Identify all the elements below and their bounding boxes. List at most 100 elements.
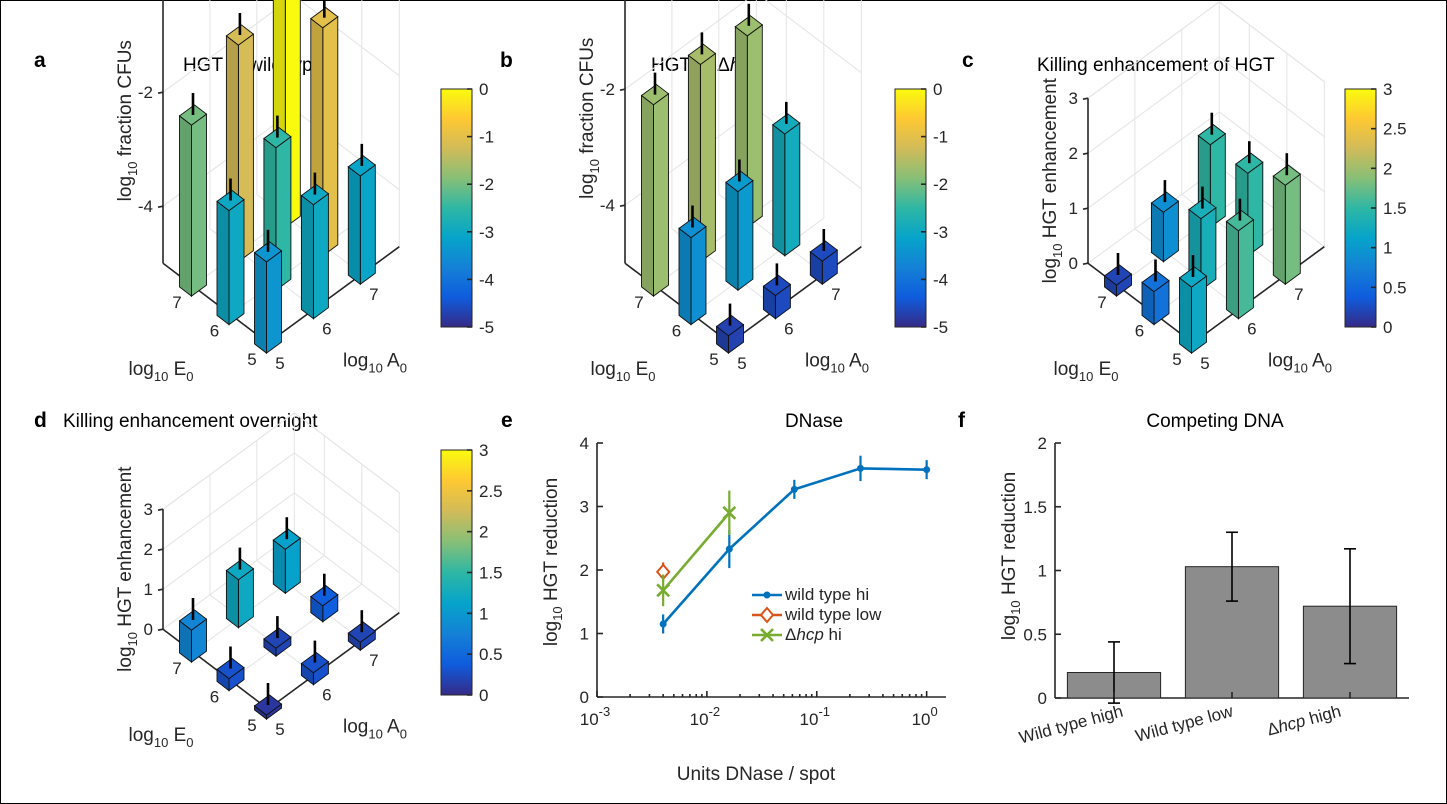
z-axis-label: log10 HGT enhancement [115,466,140,672]
panel-d-axes: 0 1 2 3 5 6 7 5 6 7 log10 E0 log10 A0 log10 HGT enha… [115,466,407,750]
panel-a-bars [178,0,377,355]
data-point [856,464,864,472]
a0-tick-label: 5 [275,720,284,739]
panel-a-bar3d: 0 -2 -4 5 6 7 5 6 7 log10 E0 log10 A0 log10 fractio… [115,0,494,384]
legend-label-wild-type-low: wild type low [784,605,882,624]
bar-face [653,92,669,297]
a0-axis-label: log10 A0 [805,350,869,375]
bar3d [1141,259,1170,326]
bar3d [687,32,717,263]
colorbar-tick-label: 3 [1383,80,1392,99]
e0-axis-label: log10 E0 [128,359,193,384]
colorbar-tick-label: 1 [479,604,488,623]
colorbar-tick-label: -5 [933,318,948,337]
e0-axis-label: log10 E0 [1053,359,1118,384]
bar3d [762,263,792,320]
bar-face [225,569,239,629]
bar-top [734,15,764,37]
y-tick-label: 0 [1038,689,1047,708]
e0-tick-label: 5 [1172,350,1181,369]
bar-face [678,227,692,326]
bar3d [310,573,339,623]
bar-face [737,179,754,292]
bar-face [784,122,801,257]
z-tick-label: 1 [144,580,153,599]
data-point [790,485,798,493]
a0-axis-line [267,612,400,710]
panel-label-d: d [34,409,47,432]
y-tick-label: 3 [580,498,589,517]
z-tick [619,88,626,91]
a0-tick-label: 7 [369,651,378,670]
a0-axis-line [267,246,400,344]
z-tick-label: 3 [144,500,153,519]
bar-face [300,194,314,320]
colorbar-tick-label: -1 [479,128,494,147]
panel-f-xtick-dhcp-high: Δhcp high [1265,702,1343,740]
a0-tick-label: 5 [1200,354,1209,373]
colorbar-tick-label: 0 [479,80,488,99]
x-tick-label: 100 [912,704,938,729]
bar3d [225,547,255,629]
data-point [656,583,671,598]
z-tick [157,628,164,631]
bar-face [254,251,267,355]
panel-f-title: Competing DNA [1146,411,1284,432]
bar3d [1150,180,1180,263]
y-tick-label: 1 [580,625,589,644]
bar3d [725,159,754,292]
a0-tick-label: 6 [1247,320,1256,339]
z-axis-label: log10 fraction CFUs [577,38,602,199]
panel-b-axes: -2 -4 5 6 7 5 6 7 log10 E0 log10 A0 log10 fraction… [577,0,869,384]
bar3d [253,229,283,355]
colorbar-gradient [440,88,473,328]
floor-gridline [692,217,825,315]
bar-top [1235,152,1264,174]
z-tick [1082,152,1089,155]
a0-axis-label: log10 A0 [1268,350,1332,375]
a0-tick-label: 5 [737,354,746,373]
floor-gridline [654,189,787,287]
bar-face [179,114,192,298]
bar-face [1179,276,1192,355]
colorbar-tick-label: -4 [479,270,494,289]
bar3d [347,143,377,286]
colorbar-tick-label: 0 [933,80,942,99]
z-tick [1082,262,1089,265]
bar3d [1178,255,1208,355]
y-tick-label: 1.5 [1023,498,1047,517]
colorbar-tick-label: -3 [479,223,494,242]
panel-e-line-chart: DNase Units DNase / spot log10 HGT reduc… [541,411,946,785]
panel-d-colorbar: 3 2.5 2 1.5 1 0.5 0 [440,441,503,705]
bar3d [300,172,330,320]
z-gridline [1087,1,1325,99]
colorbar-tick-label: 1.5 [1383,199,1407,218]
bar3d [640,72,670,298]
series-line [662,512,731,592]
floor-gridline [230,217,363,315]
legend-label-dhcp-hi: Δhcp hi [785,625,842,644]
colorbar-tick-label: 2.5 [1383,120,1407,139]
panel-e-legend: wild type hi wild type low Δhcp hi [752,585,882,644]
panel-f-bars [1066,531,1398,704]
x-tick-label: 10-2 [690,704,720,729]
panel-d-bars [178,517,377,721]
e0-tick-label: 7 [172,659,181,678]
z-tick-label: -4 [600,196,615,215]
bar-face [312,192,329,320]
bar-face [1225,220,1239,320]
bar3d [300,640,330,686]
panel-c-bars [1103,112,1302,355]
data-point [722,505,737,520]
panel-d-title: Killing enhancement overnight [63,411,318,432]
e0-axis-label: log10 E0 [128,725,193,750]
colorbar-tick-label: -4 [933,270,948,289]
panel-f-bar-chart: Competing DNA log10 HGT reduction Wild t… [999,411,1409,748]
panel-a-colorbar: 0 -1 -2 -3 -4 -5 [440,80,494,337]
panel-c-bar3d: 0 1 2 3 5 6 7 5 6 7 log10 E0 log10 A0 log10 HGT enha… [1040,1,1407,384]
x-tick-label: 10-1 [800,704,830,729]
colorbar-tick-label: 0 [479,686,488,705]
z-tick [157,548,164,551]
bar3d [178,598,208,664]
